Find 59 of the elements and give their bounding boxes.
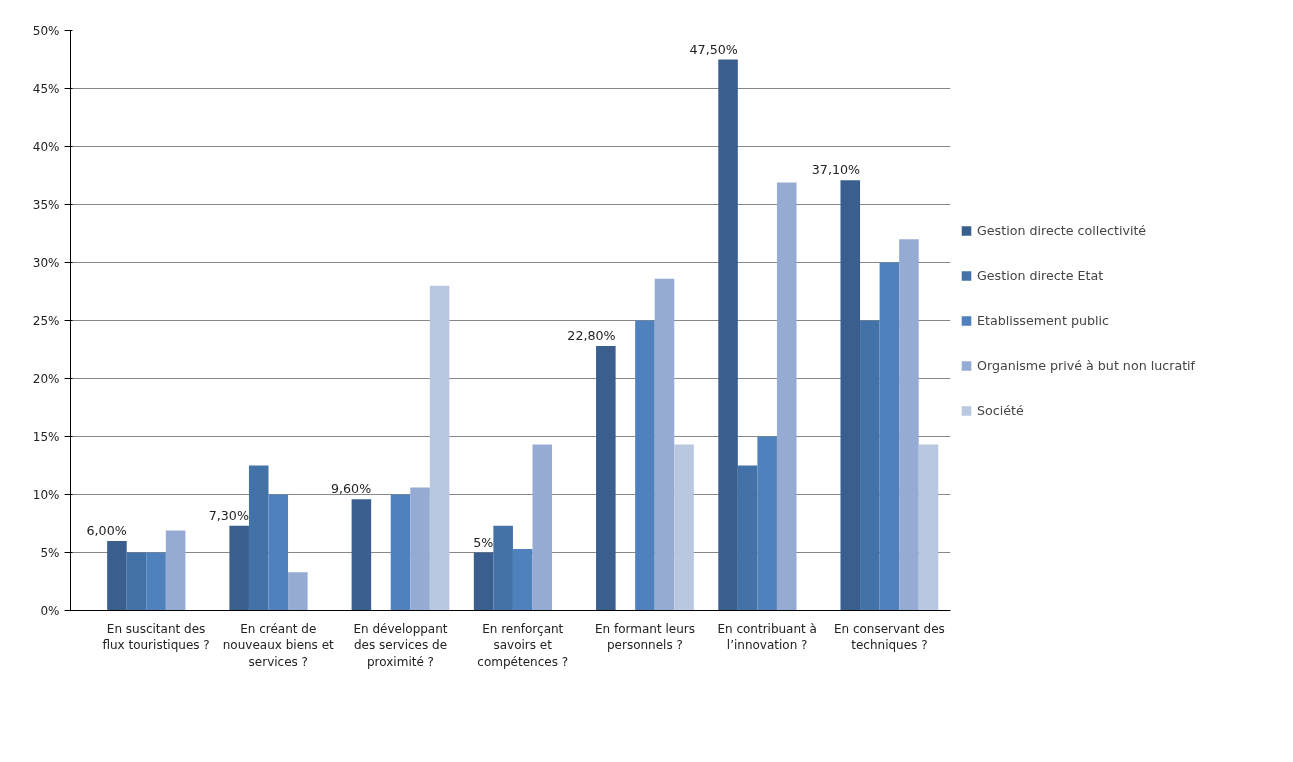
bar	[654, 278, 675, 611]
data-label: 22,80%	[567, 328, 616, 344]
legend-label: Gestion directe Etat	[977, 267, 1104, 283]
legend-label: Etablissement public	[977, 312, 1109, 328]
bar	[268, 494, 289, 611]
x-tick-label: En conservant des techniques ?	[833, 621, 945, 653]
y-tick-label: 10%	[32, 487, 60, 502]
y-tick-label: 50%	[32, 23, 60, 38]
y-tick-label: 35%	[32, 197, 60, 212]
y-tick-label: 40%	[32, 139, 60, 154]
x-tick-label: En contribuant à l’innovation ?	[717, 621, 817, 653]
y-tick-label: 0%	[40, 603, 60, 618]
y-tick-label: 5%	[40, 545, 60, 560]
bar	[229, 525, 249, 611]
bar	[899, 239, 919, 611]
bar	[718, 59, 738, 611]
bar	[126, 552, 147, 611]
bar	[288, 572, 308, 611]
data-label: 37,10%	[811, 162, 861, 178]
bar	[596, 346, 616, 611]
x-tick-label: En développant des services de proximité ?	[353, 621, 448, 670]
bar	[840, 180, 861, 611]
bar	[146, 552, 166, 611]
bar	[410, 487, 430, 611]
data-label: 9,60%	[330, 481, 372, 497]
legend-label: Gestion directe collectivité	[977, 222, 1147, 238]
bar	[674, 444, 694, 611]
data-label: 5%	[473, 534, 494, 550]
bar	[757, 436, 777, 611]
bar	[635, 320, 655, 611]
x-tick-label: En suscitant des flux touristiques ?	[102, 621, 210, 653]
legend-label: Organisme privé à but non lucratif	[977, 357, 1196, 373]
bar	[351, 499, 372, 611]
bar	[918, 444, 939, 611]
bar	[879, 262, 900, 611]
y-tick-label: 25%	[32, 313, 60, 328]
data-label: 7,30%	[208, 507, 249, 523]
bar	[107, 540, 127, 611]
x-tick-label: En renforçant savoirs et compétences ?	[477, 621, 569, 670]
bar	[493, 525, 513, 611]
y-tick-label: 30%	[32, 255, 60, 270]
bar	[532, 444, 553, 611]
x-tick-label: En formant leurs personnels ?	[594, 621, 695, 653]
bar	[737, 465, 758, 611]
bar	[512, 549, 533, 611]
bar	[473, 552, 494, 611]
data-label: 6,00%	[86, 522, 127, 538]
legend-label: Société	[977, 402, 1024, 418]
bar	[165, 530, 186, 611]
bar	[429, 285, 450, 611]
y-tick-label: 45%	[32, 81, 60, 96]
data-label: 47,50%	[689, 41, 738, 57]
y-tick-label: 15%	[32, 429, 60, 444]
y-tick-label: 20%	[32, 371, 60, 386]
bar	[860, 320, 880, 611]
x-tick-label: En créant de nouveaux biens et services ?	[222, 621, 335, 670]
bar	[390, 494, 411, 611]
bar	[776, 182, 797, 611]
bar	[248, 465, 269, 611]
